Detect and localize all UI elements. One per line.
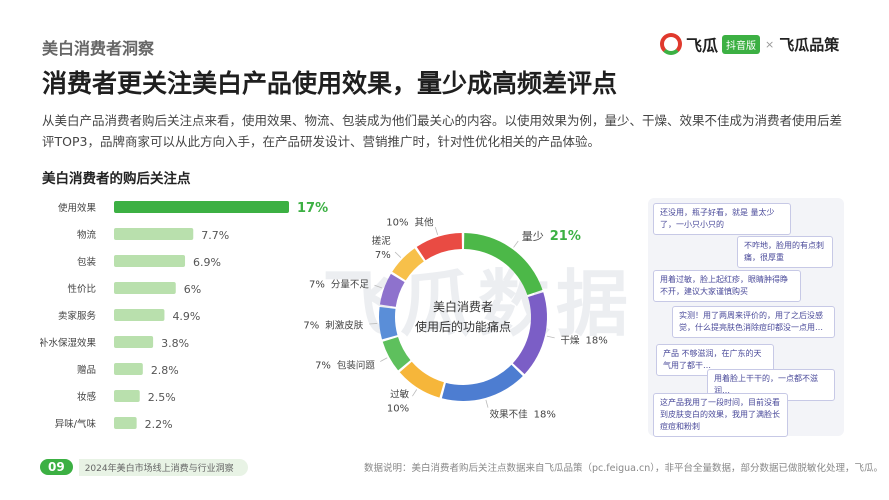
donut-value-label: 18% (585, 335, 607, 346)
label-leader-line (412, 389, 418, 397)
bar-value-label: 17% (297, 201, 328, 216)
label-leader-line (546, 335, 555, 339)
data-footnote: 数据说明：美白消费者购后关注点数据来自飞瓜品策（pc.feigua.cn），非平… (364, 463, 883, 474)
bar-value-label: 6.9% (193, 256, 221, 269)
donut-slice (441, 364, 523, 401)
bar-value-label: 2.5% (148, 391, 176, 404)
donut-category-label: 其他 (415, 216, 435, 228)
donut-slice (399, 361, 444, 398)
section-tag: 美白消费者洞察 (42, 39, 155, 58)
bar (114, 201, 289, 213)
donut-category-label: 量少 (522, 230, 544, 243)
bar-value-label: 2.8% (151, 364, 179, 377)
donut-slice (379, 273, 405, 307)
comment-bubble: 实测！用了两周来评价的，用了之后没感觉，什么提亮肤色消除痘印都没一点用… (672, 306, 835, 338)
bar-category-label: 包装 (77, 256, 97, 268)
donut-value-label: 7% (309, 279, 325, 290)
bar (114, 228, 194, 240)
report-title: 2024年美白市场线上消费与行业洞察 (78, 458, 248, 476)
label-leader-line (369, 323, 378, 325)
donut-category-label: 刺激皮肤 (325, 319, 364, 331)
bar-category-label: 妆感 (77, 391, 97, 403)
label-leader-line (374, 284, 383, 289)
donut-center-line2: 使用后的功能痛点 (415, 319, 511, 334)
donut-category-label: 分量不足 (331, 279, 370, 290)
comment-bubble: 还没用，瓶子好看，就是 量太少了，一小只小只的 (653, 203, 791, 235)
donut-category-label: 包装问题 (337, 359, 376, 371)
label-leader-line (380, 357, 388, 362)
comment-bubble: 这产品我用了一段时间，目前没看到皮肤变白的效果，我用了满脸长痘痘和粉刺 (653, 393, 788, 437)
donut-center-line1: 美白消费者 (433, 299, 493, 314)
donut-category-label: 过敏 (390, 388, 410, 400)
bar-chart-title: 美白消费者的购后关注点 (42, 171, 191, 187)
bar (114, 282, 176, 294)
donut-category-label: 干燥 (560, 335, 580, 346)
bar-value-label: 4.9% (172, 310, 200, 323)
donut-chart: 量少 21% 干燥 18% 效果不佳 18% 过敏 10% 包装问题 7% 刺激皮肤 7% 分量不足 7%… (303, 216, 607, 420)
label-leader-line (513, 240, 519, 248)
bar-category-label: 卖家服务 (58, 310, 97, 322)
bar (114, 336, 154, 348)
donut-value-label: 7% (315, 360, 331, 371)
bar-category-label: 使用效果 (58, 202, 97, 214)
brand-name: 飞瓜 (686, 36, 719, 55)
bar (114, 363, 143, 375)
bar-category-label: 物流 (77, 229, 97, 241)
comment-bubble: 不咋地，脸用的有点刺痛，很厚重 (737, 236, 833, 268)
watermark: 飞瓜数据 (322, 262, 635, 346)
bar (114, 390, 140, 402)
label-leader-line (394, 251, 402, 258)
bar-value-label: 6% (184, 283, 201, 296)
label-leader-line (434, 227, 439, 235)
brand-badge: 抖音版 (722, 34, 761, 54)
donut-value-label: 18% (534, 409, 556, 420)
feigua-logo-icon (660, 33, 682, 55)
page-number: 09 (40, 459, 73, 475)
bar-chart: 使用效果 17% 物流 7.7% 包装 6.9% 性价比 6% 卖家服务 4.9% 补水保湿效果 3.… (40, 201, 328, 431)
donut-value-label: 10% (386, 217, 408, 228)
bar-category-label: 异味/气味 (55, 418, 97, 430)
label-leader-line (485, 399, 489, 408)
donut-value-label: 7% (375, 250, 391, 261)
donut-slice (382, 337, 411, 371)
brand-partner: 飞瓜品策 (779, 35, 840, 54)
bar (114, 417, 137, 429)
bar-value-label: 3.8% (161, 337, 189, 350)
donut-slice (379, 306, 398, 340)
page-headline: 消费者更关注美白产品使用效果，量少成高频差评点 (42, 69, 618, 98)
brand-logo: 飞瓜 抖音版 × 飞瓜品策 (660, 32, 839, 56)
donut-value-label: 21% (550, 229, 581, 244)
donut-value-label: 7% (303, 320, 319, 331)
donut-category-label: 效果不佳 (490, 408, 529, 420)
donut-slice (464, 233, 543, 296)
bar-category-label: 性价比 (67, 283, 96, 295)
donut-slice (416, 233, 462, 261)
comment-bubble: 用着过敏，脸上起红疹，眼睛肿得睁不开，建议大家谨慎购买 (653, 270, 801, 302)
donut-slice (512, 292, 547, 375)
donut-value-label: 10% (387, 403, 409, 414)
bar-value-label: 2.2% (145, 418, 173, 431)
bar-category-label: 补水保湿效果 (40, 337, 96, 349)
bar (114, 255, 186, 267)
footer: 09 2024年美白市场线上消费与行业洞察 (40, 457, 248, 477)
bar-category-label: 赠品 (77, 364, 96, 376)
bar (114, 309, 165, 321)
donut-slice (392, 248, 424, 281)
donut-category-label: 搓泥 (372, 235, 392, 247)
bar-value-label: 7.7% (201, 229, 229, 242)
brand-times: × (765, 37, 775, 51)
intro-paragraph: 从美白产品消费者购后关注点来看，使用效果、物流、包装成为他们最关心的内容。以使用… (42, 113, 843, 149)
